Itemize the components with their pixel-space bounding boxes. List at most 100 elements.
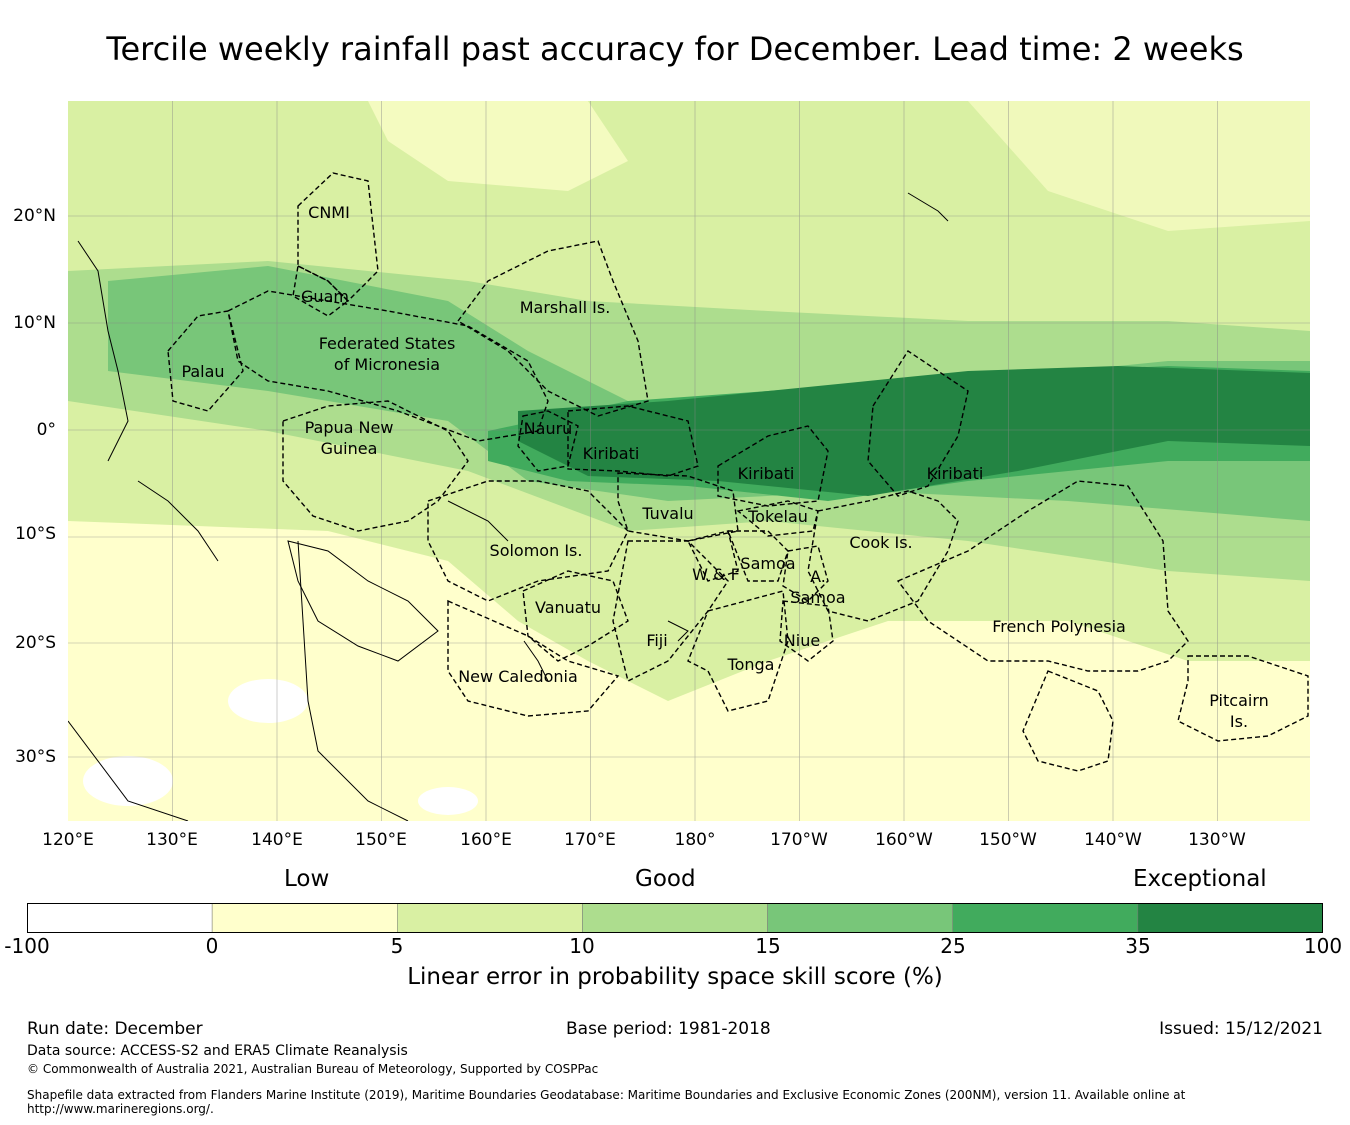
colorbar-swatch	[767, 903, 953, 933]
lon-label: 160°W	[875, 830, 933, 850]
colorbar-swatch	[1137, 903, 1323, 933]
run-date: Run date: December	[27, 1019, 203, 1039]
eez-palau	[167, 310, 244, 412]
coastlines	[68, 192, 949, 821]
lat-label: 10°S	[15, 524, 56, 544]
label-fsm-1: Federated States	[319, 334, 456, 353]
label-png-2: Guinea	[321, 439, 378, 458]
colorbar-tick: 5	[390, 934, 404, 958]
label-nauru: Nauru	[524, 419, 573, 438]
eez-samoa	[726, 530, 789, 582]
issued-date: Issued: 15/12/2021	[1159, 1019, 1323, 1039]
label-american-samoa-2: Samoa	[790, 588, 845, 607]
colorbar-tick: 25	[940, 934, 966, 958]
label-marshall: Marshall Is.	[520, 298, 611, 317]
lon-label: 180°	[674, 830, 716, 850]
colorbar-swatch	[211, 903, 398, 933]
eez-fiji	[612, 540, 729, 683]
low-skill-area	[368, 101, 628, 191]
label-american-samoa-1: A.	[810, 567, 826, 586]
no-skill-patch	[418, 787, 478, 815]
eez-kiribati-west	[567, 405, 699, 477]
label-tuvalu: Tuvalu	[641, 504, 693, 523]
eez-tonga	[687, 590, 789, 712]
eez-tokelau	[736, 500, 819, 537]
lat-label: 30°S	[15, 747, 56, 767]
label-cnmi: CNMI	[308, 203, 350, 222]
lon-label: 140°E	[251, 830, 303, 850]
eez-vanuatu	[522, 570, 629, 662]
colorbar-swatch	[397, 903, 583, 933]
shapefile-credit: Shapefile data extracted from Flanders M…	[27, 1088, 1186, 1102]
colorbar-tick: 15	[755, 934, 781, 958]
label-pitcairn-2: Is.	[1230, 712, 1248, 731]
graticule	[68, 101, 1310, 821]
lon-label: 130°E	[146, 830, 198, 850]
label-fsm-2: of Micronesia	[334, 355, 440, 374]
label-guam: Guam	[301, 287, 349, 306]
colorbar-tick: -100	[4, 934, 50, 958]
colorbar-swatch	[952, 903, 1139, 933]
skill-map: CNMI Guam Marshall Is. Federated States …	[68, 101, 1310, 821]
region-labels: CNMI Guam Marshall Is. Federated States …	[181, 203, 1268, 731]
eez-fsm	[227, 290, 549, 442]
eez-new-caledonia	[447, 599, 620, 717]
eez-boundaries	[167, 172, 1309, 772]
eez-pitcairn	[1177, 655, 1309, 742]
lat-label: 20°N	[13, 206, 56, 226]
low-skill-area	[968, 101, 1310, 231]
label-wallis-futuna: W & F	[692, 565, 740, 584]
lon-label: 170°W	[770, 830, 828, 850]
label-pitcairn-1: Pitcairn	[1209, 691, 1269, 710]
label-solomon: Solomon Is.	[490, 541, 583, 560]
label-fiji: Fiji	[646, 631, 667, 650]
colorbar-title: Linear error in probability space skill …	[407, 964, 943, 990]
eez-nauru	[517, 410, 579, 472]
lon-label: 140°W	[1084, 830, 1142, 850]
no-skill-patch	[228, 679, 308, 723]
label-samoa: Samoa	[740, 554, 795, 573]
label-tonga: Tonga	[727, 655, 775, 674]
colorbar-category: Exceptional	[1133, 866, 1267, 892]
colorbar-swatch	[582, 903, 768, 933]
lon-label: 170°E	[564, 830, 616, 850]
label-tokelau: Tokelau	[747, 507, 808, 526]
label-cook: Cook Is.	[849, 533, 912, 552]
lon-label: 160°E	[460, 830, 512, 850]
colorbar-tick: 35	[1125, 934, 1151, 958]
eez-wallis-futuna	[686, 530, 739, 582]
eez-guam	[292, 264, 350, 317]
label-niue: Niue	[784, 631, 820, 650]
eez-solomon	[427, 480, 629, 602]
copyright: © Commonwealth of Australia 2021, Austra…	[27, 1062, 599, 1076]
label-kiribati-line: Kiribati	[927, 464, 984, 483]
eez-marshall	[456, 240, 649, 417]
label-palau: Palau	[181, 362, 224, 381]
eez-kiribati-line	[867, 350, 969, 497]
shapefile-url[interactable]: http://www.marineregions.org/.	[27, 1102, 214, 1116]
colorbar-tick: 0	[205, 934, 219, 958]
lon-label: 120°E	[42, 830, 94, 850]
label-new-caledonia: New Caledonia	[458, 667, 578, 686]
no-skill-patch	[83, 756, 173, 806]
eez-french-polynesia-south	[1022, 670, 1114, 772]
lon-label: 130°W	[1188, 830, 1246, 850]
colorbar-category: Low	[284, 866, 330, 892]
eez-kiribati-phoenix	[717, 425, 829, 507]
label-png-1: Papua New	[305, 418, 394, 437]
label-french-polynesia: French Polynesia	[992, 617, 1126, 636]
lat-label: 20°S	[15, 633, 56, 653]
eez-png	[282, 400, 469, 532]
page-title: Tercile weekly rainfall past accuracy fo…	[106, 30, 1244, 68]
data-source: Data source: ACCESS-S2 and ERA5 Climate …	[27, 1043, 408, 1059]
eez-cook	[807, 490, 959, 622]
eez-american-samoa	[782, 545, 829, 602]
eez-niue	[779, 600, 834, 662]
colorbar-swatch	[27, 903, 213, 933]
colorbar	[27, 903, 1323, 933]
exceptional-skill-band	[518, 366, 1310, 496]
label-kiribati-west: Kiribati	[583, 444, 640, 463]
low-skill-area	[68, 521, 1310, 821]
colorbar-category: Good	[635, 866, 696, 892]
label-vanuatu: Vanuatu	[535, 598, 601, 617]
